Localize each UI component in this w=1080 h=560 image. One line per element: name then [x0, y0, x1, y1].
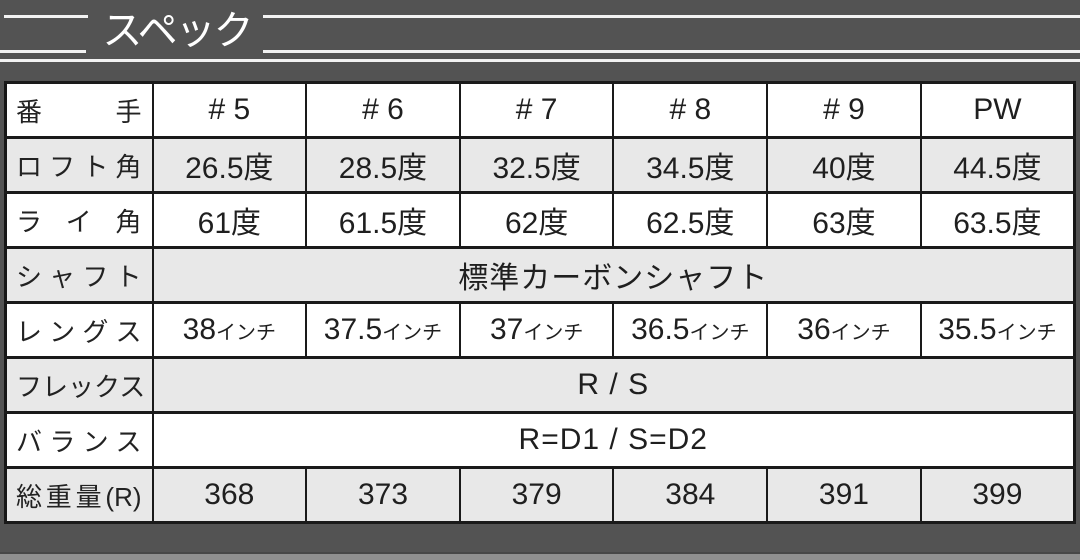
row-label-total-weight: 総重量(R)	[4, 466, 154, 524]
club-cell: # 7	[458, 81, 615, 139]
flex-span-cell: R / S	[151, 356, 1076, 414]
table-row-flex: フレックス R / S	[4, 356, 1076, 414]
decorative-line-left-mid	[0, 50, 86, 53]
row-label-shaft: シャフト	[4, 246, 154, 304]
spec-table: 番手 # 5 # 6 # 7 # 8 # 9 PW ロフト角 26.5度 28.…	[4, 81, 1076, 524]
row-label-lie-angle: ライ角	[4, 191, 154, 249]
length-value: 36.5	[631, 313, 690, 346]
balance-span-cell: R=D1 / S=D2	[151, 411, 1076, 469]
lie-cell: 63.5度	[919, 191, 1076, 249]
table-row-length: レングス 38インチ 37.5インチ 37インチ 36.5インチ 36インチ 3…	[4, 301, 1076, 359]
lie-cell: 61.5度	[305, 191, 461, 249]
length-value: 37	[489, 313, 524, 346]
shaft-span-cell: 標準カーボンシャフト	[151, 246, 1076, 304]
length-value: 35.5	[938, 313, 997, 346]
decorative-line-left-top	[4, 15, 88, 18]
length-unit: インチ	[523, 322, 584, 344]
loft-cell: 44.5度	[919, 136, 1076, 194]
length-unit: インチ	[382, 322, 443, 344]
length-unit: インチ	[830, 322, 891, 344]
row-label-balance: バランス	[4, 411, 154, 469]
row-label-flex: フレックス	[4, 356, 154, 414]
decorative-line-right-mid	[263, 50, 1080, 53]
length-cell: 37インチ	[458, 301, 615, 359]
row-label-loft-angle: ロフト角	[4, 136, 154, 194]
length-cell: 36.5インチ	[612, 301, 769, 359]
weight-cell: 373	[305, 466, 461, 524]
club-cell: # 5	[151, 81, 308, 139]
lie-cell: 62.5度	[612, 191, 769, 249]
club-cell: PW	[919, 81, 1076, 139]
length-unit: インチ	[216, 322, 277, 344]
lie-cell: 61度	[151, 191, 308, 249]
loft-cell: 32.5度	[458, 136, 615, 194]
length-value: 36	[797, 313, 831, 346]
decorative-line-full	[0, 59, 1080, 62]
table-row-lie-angle: ライ角 61度 61.5度 62度 62.5度 63度 63.5度	[4, 191, 1076, 249]
loft-cell: 28.5度	[305, 136, 461, 194]
row-label-club-number: 番手	[4, 81, 154, 139]
club-cell: # 8	[612, 81, 769, 139]
length-cell: 36インチ	[766, 301, 922, 359]
weight-cell: 384	[612, 466, 769, 524]
bottom-edge-highlight	[0, 554, 1080, 560]
club-cell: # 6	[305, 81, 461, 139]
weight-cell: 399	[919, 466, 1076, 524]
decorative-line-right-top	[263, 15, 1080, 18]
length-cell: 38インチ	[151, 301, 308, 359]
loft-cell: 26.5度	[151, 136, 308, 194]
length-unit: インチ	[689, 322, 750, 344]
row-label-length: レングス	[4, 301, 154, 359]
table-row-loft-angle: ロフト角 26.5度 28.5度 32.5度 34.5度 40度 44.5度	[4, 136, 1076, 194]
page-title: スペック	[102, 9, 253, 53]
club-cell: # 9	[766, 81, 922, 139]
loft-cell: 40度	[766, 136, 922, 194]
length-cell: 35.5インチ	[919, 301, 1076, 359]
table-row-total-weight: 総重量(R) 368 373 379 384 391 399	[4, 466, 1076, 524]
weight-cell: 379	[458, 466, 615, 524]
table-row-balance: バランス R=D1 / S=D2	[4, 411, 1076, 469]
weight-cell: 368	[151, 466, 308, 524]
lie-cell: 62度	[458, 191, 615, 249]
table-row-club-number: 番手 # 5 # 6 # 7 # 8 # 9 PW	[4, 81, 1076, 139]
bottom-edge-shadow	[0, 552, 1080, 554]
length-unit: インチ	[996, 322, 1057, 344]
table-row-shaft: シャフト 標準カーボンシャフト	[4, 246, 1076, 304]
length-cell: 37.5インチ	[305, 301, 461, 359]
length-value: 38	[182, 313, 217, 346]
lie-cell: 63度	[766, 191, 922, 249]
loft-cell: 34.5度	[612, 136, 769, 194]
weight-cell: 391	[766, 466, 922, 524]
length-value: 37.5	[323, 313, 383, 346]
